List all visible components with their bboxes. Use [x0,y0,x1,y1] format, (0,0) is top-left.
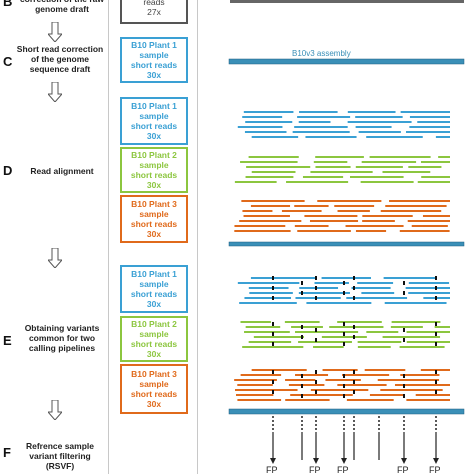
box-e-plant3: B10 Plant 3 sample short reads 30x [120,364,188,414]
step-letter-d: D [3,163,13,178]
raw-draft-bar [230,0,464,3]
arrowhead-icon [433,458,439,464]
box-d-plant2: B10 Plant 2 sample short reads 30x [120,147,188,193]
box-d-plant3: B10 Plant 3 sample short reads 30x [120,195,188,243]
fp-label: FP [309,465,321,474]
step-letter-c: C [3,54,13,69]
variant-lines [270,416,439,464]
step-text-d: Read alignment [30,166,94,176]
box-d-plant1: B10 Plant 1 sample short reads 30x [120,97,188,145]
assembly-label: B10v3 assembly [292,49,351,58]
box-e-plant2: B10 Plant 2 sample short reads 30x [120,316,188,362]
arrowhead-icon [270,458,276,464]
arrow-down-icon [48,248,62,268]
fp-label: FP [266,465,278,474]
step-letter-e: E [3,333,12,348]
arrow-down-icon [48,400,62,420]
fp-label: FP [429,465,441,474]
arrowhead-icon [313,458,319,464]
step-text-c: Short read correction of the genome sequ… [16,44,104,74]
box-e-plant1: B10 Plant 1 sample short reads 30x [120,265,188,313]
step-text-b: correction of the raw genome draft [20,0,104,14]
step-letter-b: B [3,0,13,9]
step-letter-f: F [3,445,11,460]
fp-label: FP [337,465,349,474]
reads-group-e [234,276,450,401]
right-divider [197,0,198,474]
fp-labels: FP FP FP FP FP [266,465,441,474]
reads-group-d [234,111,450,232]
box-c-plant1: B10 Plant 1 sample short reads 30x [120,37,188,83]
arrowhead-icon [401,458,407,464]
arrow-down-icon [48,82,62,102]
step-text-f: Refrence sample variant filtering (RSVF) [25,441,95,471]
assembly-bar [228,58,465,65]
arrowhead-icon [341,458,347,464]
step-text-e: Obtaining variants common for two callin… [24,323,100,353]
left-divider [108,0,109,474]
alignment-bar-d [228,241,465,247]
arrow-down-icon [48,22,62,42]
alignment-bar-e [228,408,465,415]
top-reads-box: reads 27x [120,0,188,24]
fp-label: FP [397,465,409,474]
